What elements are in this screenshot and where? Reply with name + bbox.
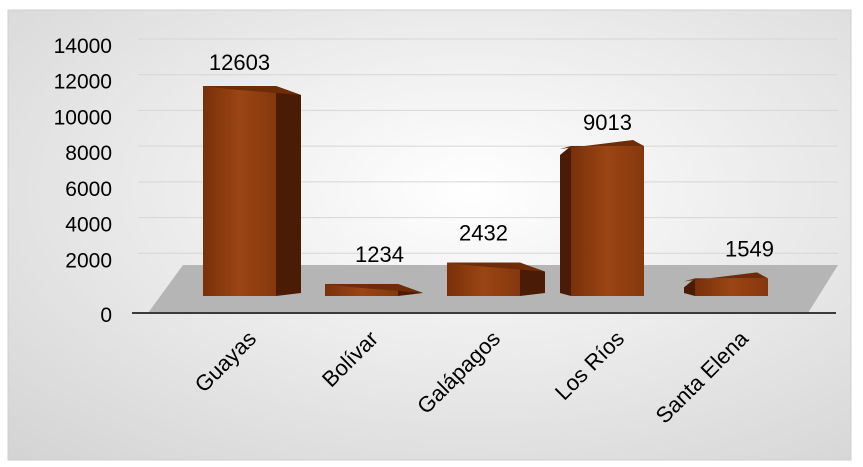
y-tick-label: 8000	[65, 142, 112, 165]
chart-background	[7, 9, 852, 461]
data-label: 1234	[355, 242, 404, 267]
bar-top	[684, 272, 768, 282]
data-label: 9013	[583, 110, 632, 135]
bar-top	[203, 86, 301, 95]
data-label: 1549	[725, 236, 774, 261]
y-tick-label: 2000	[65, 249, 112, 272]
bar-top	[560, 140, 644, 149]
bar-side	[684, 278, 695, 296]
y-axis-tick-labels: 0 2000 4000 6000 8000 10000 12000 14000	[54, 35, 112, 327]
bar-top	[325, 283, 423, 293]
data-label: 12603	[209, 50, 270, 75]
bars	[203, 86, 768, 296]
y-tick-label: 6000	[65, 178, 112, 201]
bar	[695, 278, 768, 296]
bar-top	[447, 262, 545, 272]
bar-side	[276, 86, 301, 296]
y-tick-label: 12000	[54, 71, 112, 94]
bar-side	[560, 146, 571, 296]
data-label: 2432	[459, 221, 508, 246]
y-tick-label: 14000	[54, 35, 112, 58]
y-tick-label: 0	[100, 304, 112, 327]
bar	[571, 146, 644, 296]
data-labels: 12603 1234 2432 9013 1549	[209, 50, 774, 267]
y-tick-label: 4000	[65, 214, 112, 237]
y-tick-label: 10000	[54, 106, 112, 129]
bar	[203, 86, 276, 296]
